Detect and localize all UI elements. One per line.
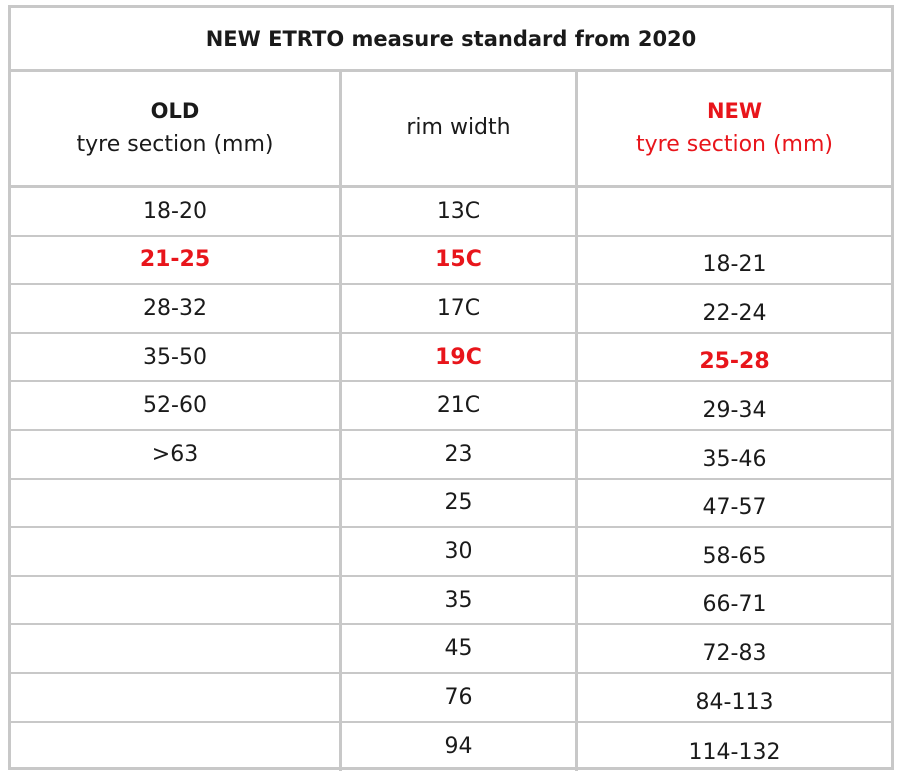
new-tyre-section-cell: 66-71: [702, 592, 767, 618]
table-row: 35-50 19C 25-28: [11, 333, 891, 383]
header-new-label: NEW: [706, 99, 763, 124]
rim-width-cell: 30: [342, 528, 578, 575]
rim-width-cell: 13C: [342, 188, 578, 235]
rim-width-cell: 17C: [342, 285, 578, 332]
old-tyre-section-cell: 28-32: [11, 285, 342, 332]
rim-width-cell: 25: [342, 479, 578, 527]
rim-width-cell: 45: [342, 625, 578, 672]
header-new: NEW tyre section (mm): [578, 72, 891, 188]
rim-width-cell: 35: [342, 576, 578, 624]
table-row: 94 114-132: [11, 722, 891, 772]
table-row: 76 84-113: [11, 674, 891, 723]
new-tyre-section-cell: 18-21: [702, 252, 767, 278]
new-tyre-section-cell: [578, 188, 891, 235]
new-tyre-section-cell: 58-65: [702, 543, 767, 569]
table-row: 35 66-71: [11, 576, 891, 626]
old-tyre-section-cell: 21-25: [11, 236, 342, 284]
header-old: OLD tyre section (mm): [11, 72, 342, 188]
table-row: 28-32 17C 22-24: [11, 285, 891, 334]
table-row: 18-20 13C: [11, 188, 891, 237]
old-tyre-section-cell: [11, 528, 342, 575]
rim-width-cell: 76: [342, 674, 578, 721]
old-tyre-section-cell: 52-60: [11, 382, 342, 429]
rim-width-cell: 15C: [342, 236, 578, 284]
old-tyre-section-cell: [11, 479, 342, 527]
new-tyre-section-cell: 84-113: [695, 689, 774, 715]
table-row: 30 58-65: [11, 528, 891, 577]
old-tyre-section-cell: [11, 722, 342, 772]
old-tyre-section-cell: >63: [11, 431, 342, 478]
new-tyre-section-cell: 29-34: [702, 397, 767, 423]
table-row: 45 72-83: [11, 625, 891, 674]
table-title: NEW ETRTO measure standard from 2020: [11, 8, 891, 72]
new-tyre-section-cell: 114-132: [688, 740, 781, 766]
etrto-table: NEW ETRTO measure standard from 2020 OLD…: [8, 5, 894, 772]
table-row: 52-60 21C 29-34: [11, 382, 891, 431]
old-tyre-section-cell: [11, 625, 342, 672]
new-tyre-section-cell: 22-24: [702, 300, 767, 326]
rim-width-cell: 21C: [342, 382, 578, 429]
header-rim: rim width: [342, 72, 578, 188]
rim-width-cell: 19C: [342, 333, 578, 381]
new-tyre-section-cell: 47-57: [702, 495, 767, 521]
header-old-sub: tyre section (mm): [76, 131, 274, 157]
header-rim-label: rim width: [406, 115, 511, 141]
new-tyre-section-cell: 25-28: [699, 349, 770, 375]
header-old-label: OLD: [150, 99, 200, 124]
new-tyre-section-cell: 72-83: [702, 640, 767, 666]
table-row: 25 47-57: [11, 479, 891, 529]
old-tyre-section-cell: 35-50: [11, 333, 342, 381]
old-tyre-section-cell: [11, 576, 342, 624]
table-row: >63 23 35-46: [11, 431, 891, 480]
header-new-sub: tyre section (mm): [636, 131, 833, 157]
rim-width-cell: 94: [342, 722, 578, 772]
old-tyre-section-cell: 18-20: [11, 188, 342, 235]
rim-width-cell: 23: [342, 431, 578, 478]
table-row: 21-25 15C 18-21: [11, 236, 891, 286]
new-tyre-section-cell: 35-46: [702, 446, 767, 472]
old-tyre-section-cell: [11, 674, 342, 721]
